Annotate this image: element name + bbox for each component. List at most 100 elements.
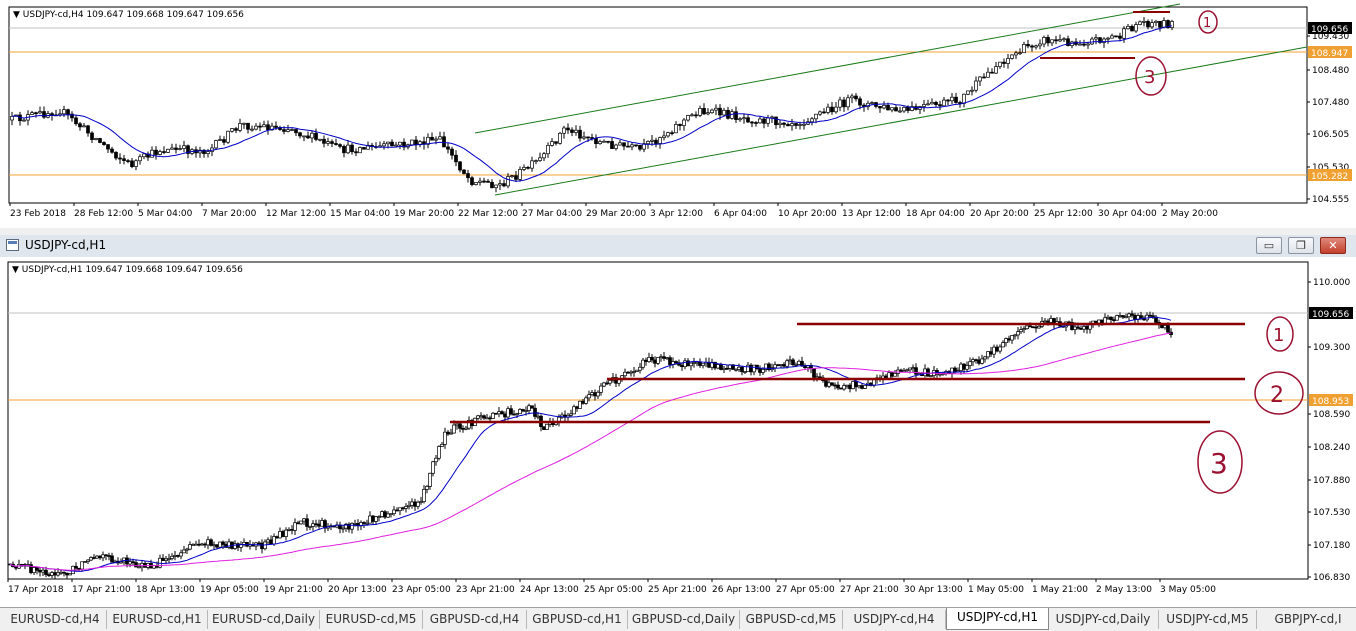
candle-body	[298, 132, 302, 137]
restore-button[interactable]: ❐	[1288, 237, 1314, 254]
candle-body	[167, 558, 171, 560]
candle-body	[962, 363, 966, 370]
candle-body	[722, 109, 726, 116]
h1-time-label: 17 Apr 21:00	[72, 585, 131, 595]
candle-body	[478, 180, 482, 183]
candle-body	[1109, 316, 1113, 321]
candle-body	[98, 138, 102, 143]
candle-body	[971, 359, 975, 363]
candle-body	[582, 136, 586, 139]
candle-body	[923, 368, 927, 377]
chart-tab[interactable]: EURUSD-cd,Daily	[208, 610, 320, 629]
candle-body	[989, 351, 993, 355]
minimize-button[interactable]: ▭	[1256, 237, 1282, 254]
candle-body	[311, 523, 315, 527]
h4-chart[interactable]: ▼ USDJPY-cd,H4 109.647 109.668 109.647 1…	[0, 0, 1356, 228]
candle-body	[542, 153, 546, 159]
h1-time-label: 19 Apr 05:00	[200, 585, 259, 595]
candle-body	[150, 149, 154, 158]
chart-tab[interactable]: GBPUSD-cd,Daily	[628, 610, 740, 629]
candle-body	[154, 149, 158, 155]
h1-window-titlebar[interactable]: USDJPY-cd,H1 ▭ ❐ ✕	[0, 235, 1356, 258]
h4-annotation-3: 3	[1144, 67, 1155, 88]
candle-body	[977, 359, 981, 364]
candle-body	[275, 536, 279, 539]
candle-body	[434, 457, 438, 463]
candle-body	[647, 357, 651, 362]
h1-chart-window[interactable]: USDJPY-cd,H1 ▭ ❐ ✕ ▼ USDJPY-cd,H1 109.64…	[0, 235, 1356, 607]
candle-body	[178, 148, 182, 150]
candle-body	[761, 369, 765, 373]
candle-body	[606, 140, 610, 143]
candle-body	[128, 561, 132, 565]
candle-body	[786, 124, 790, 127]
chart-tab[interactable]: GBPUSD-cd,H4	[423, 610, 527, 629]
candle-body	[374, 516, 378, 522]
candle-body	[1006, 58, 1010, 64]
candle-body	[1042, 37, 1046, 45]
candle-body	[782, 364, 786, 367]
chart-tab[interactable]: GBPUSD-cd,H1	[527, 610, 628, 629]
candle-body	[1138, 21, 1142, 25]
candle-body	[1034, 45, 1038, 48]
candle-body	[479, 415, 483, 418]
candle-body	[440, 444, 444, 447]
candle-body	[234, 128, 238, 131]
candle-body	[182, 145, 186, 149]
candle-body	[858, 98, 862, 106]
candle-body	[272, 536, 276, 545]
candle-body	[1019, 329, 1023, 333]
chart-tab[interactable]: USDJPY-cd,Daily	[1048, 610, 1159, 629]
chart-tab[interactable]: USDJPY-cd,M5	[1159, 610, 1257, 629]
chart-tab[interactable]: GBPJPY-cd,I	[1257, 610, 1356, 629]
close-button[interactable]: ✕	[1320, 237, 1346, 254]
candle-body	[800, 360, 804, 366]
h4-time-label: 12 Mar 12:00	[266, 209, 326, 219]
candle-body	[638, 144, 642, 150]
candle-body	[719, 364, 723, 370]
candle-body	[164, 558, 168, 561]
candle-body	[22, 119, 26, 122]
candle-body	[827, 382, 831, 387]
candle-body	[222, 139, 226, 143]
candle-body	[1124, 316, 1128, 319]
candle-body	[731, 364, 735, 370]
candle-body	[320, 520, 324, 527]
chart-tab[interactable]: USDJPY-cd,H1	[946, 608, 1049, 630]
h4-chart-window[interactable]: ▼ USDJPY-cd,H4 109.647 109.668 109.647 1…	[0, 0, 1356, 228]
candle-body	[846, 97, 850, 108]
candle-body	[695, 361, 699, 364]
candle-body	[814, 113, 818, 120]
candle-body	[1148, 314, 1152, 317]
candle-body	[530, 405, 534, 409]
candle-body	[191, 544, 195, 546]
candle-body	[558, 132, 562, 144]
candle-body	[114, 151, 118, 159]
candle-body	[850, 95, 854, 99]
chart-tab[interactable]: EURUSD-cd,H4	[4, 610, 107, 629]
candle-body	[1163, 325, 1167, 329]
candle-body	[416, 501, 420, 507]
candle-body	[1166, 20, 1170, 29]
candle-body	[575, 406, 579, 409]
chart-tab[interactable]: USDJPY-cd,H4	[843, 610, 946, 629]
candle-body	[185, 548, 189, 551]
candle-body	[1022, 328, 1026, 331]
h1-chart[interactable]: ▼ USDJPY-cd,H1 109.647 109.668 109.647 1…	[0, 257, 1356, 607]
candle-body	[482, 415, 486, 419]
candle-body	[474, 182, 478, 185]
chart-tab[interactable]: GBPUSD-cd,M5	[740, 610, 843, 629]
candle-body	[815, 376, 819, 379]
chart-tab[interactable]: EURUSD-cd,M5	[320, 610, 423, 629]
candle-body	[186, 145, 190, 154]
chart-tab[interactable]: EURUSD-cd,H1	[107, 610, 208, 629]
candle-body	[86, 559, 90, 562]
candle-body	[1030, 45, 1034, 48]
candle-body	[738, 118, 742, 121]
candle-body	[1133, 314, 1137, 320]
candle-body	[890, 372, 894, 377]
candle-body	[77, 567, 81, 570]
candle-body	[509, 408, 513, 415]
candle-body	[398, 507, 402, 512]
candle-body	[1110, 35, 1114, 39]
